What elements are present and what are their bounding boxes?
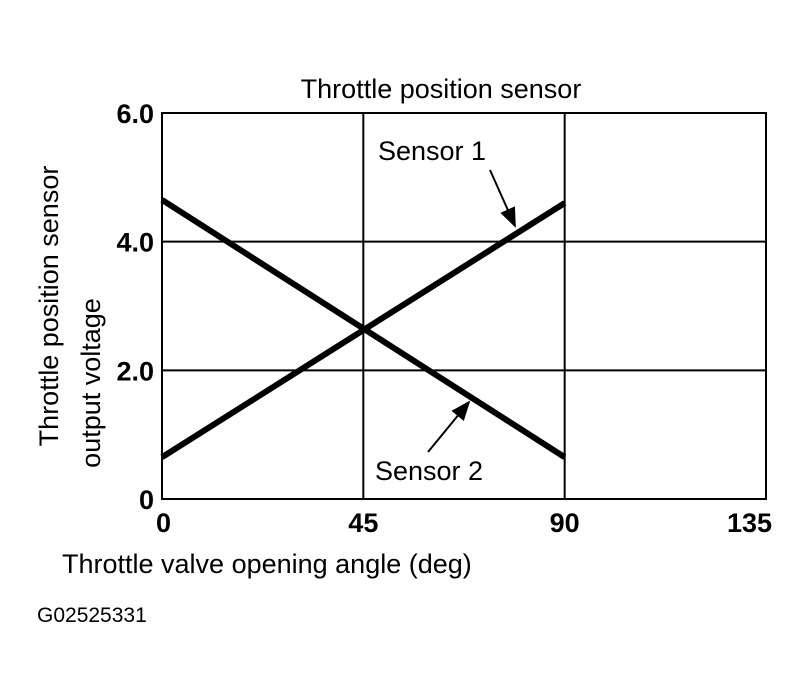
x-tick-label: 0 bbox=[156, 508, 171, 538]
x-tick-label: 45 bbox=[348, 508, 378, 538]
sensor-2-label: Sensor 2 bbox=[375, 456, 483, 486]
sensor-1-label: Sensor 1 bbox=[378, 136, 486, 166]
plot-frame bbox=[161, 112, 767, 500]
tick-labels: 0 2.0 4.0 6.0 0 45 90 135 bbox=[116, 99, 772, 538]
sensor-1-arrow bbox=[489, 169, 516, 228]
figure-id: G02525331 bbox=[37, 604, 147, 627]
annotations: Sensor 1 Sensor 2 bbox=[375, 136, 516, 486]
chart-title: Throttle position sensor bbox=[301, 74, 582, 104]
x-tick-label: 90 bbox=[550, 508, 580, 538]
y-tick-label: 2.0 bbox=[116, 356, 154, 386]
series-line-sensor-2 bbox=[160, 197, 567, 460]
sensor-2-arrow bbox=[427, 400, 471, 453]
y-tick-label: 0 bbox=[139, 485, 154, 515]
y-tick-label: 6.0 bbox=[116, 99, 154, 129]
grid bbox=[161, 112, 767, 500]
y-axis-label-line2: output voltage bbox=[76, 298, 106, 468]
x-axis-label: Throttle valve opening angle (deg) bbox=[62, 549, 472, 579]
series-lines bbox=[160, 197, 567, 460]
y-axis-label-line1: Throttle position sensor bbox=[34, 166, 64, 447]
y-tick-label: 4.0 bbox=[116, 228, 154, 258]
x-tick-label: 135 bbox=[727, 508, 772, 538]
